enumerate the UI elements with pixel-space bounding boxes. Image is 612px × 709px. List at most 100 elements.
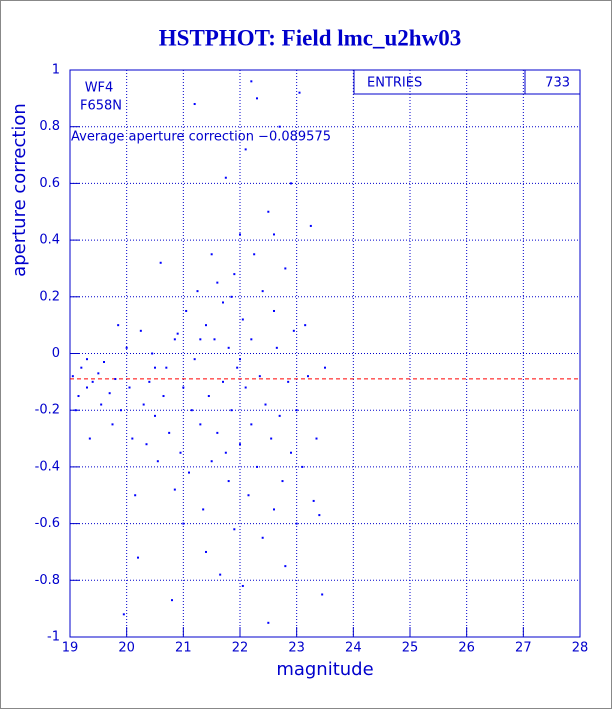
- point: [196, 290, 199, 293]
- point: [258, 375, 261, 378]
- x-tick-label: 20: [118, 641, 135, 656]
- point: [278, 414, 281, 417]
- point: [261, 290, 264, 293]
- point: [273, 508, 275, 511]
- x-tick-label: 23: [288, 641, 305, 656]
- point: [205, 324, 207, 327]
- point: [222, 301, 224, 304]
- point: [230, 295, 233, 298]
- point: [159, 261, 162, 264]
- point: [128, 386, 131, 389]
- point: [267, 210, 270, 213]
- point: [227, 346, 230, 349]
- point: [188, 471, 190, 474]
- point: [318, 514, 321, 517]
- point: [139, 329, 142, 332]
- x-tick-label: 26: [458, 641, 475, 656]
- point: [312, 499, 315, 502]
- point: [199, 423, 202, 426]
- point: [224, 451, 227, 454]
- y-tick-label: -0.2: [35, 403, 60, 418]
- x-tick-label: 22: [232, 641, 249, 656]
- stats-value: 733: [545, 76, 570, 91]
- point: [86, 386, 88, 389]
- filter-label: F658N: [80, 99, 122, 114]
- point: [315, 437, 318, 440]
- point: [193, 358, 196, 361]
- y-axis-label: aperture correction: [9, 103, 30, 277]
- point: [202, 508, 205, 511]
- point: [250, 423, 253, 426]
- point: [295, 409, 298, 412]
- point: [134, 494, 137, 497]
- x-axis-label: magnitude: [276, 659, 373, 680]
- point: [205, 550, 207, 553]
- point: [307, 375, 309, 378]
- point: [261, 536, 264, 539]
- point: [256, 465, 258, 468]
- point: [213, 338, 216, 341]
- x-tick-label: 28: [572, 641, 589, 656]
- y-tick-label: 0: [52, 346, 60, 361]
- point: [247, 494, 250, 497]
- point: [80, 366, 83, 369]
- point: [168, 431, 171, 434]
- point: [281, 480, 284, 483]
- point: [131, 437, 134, 440]
- y-tick-label: 0.4: [39, 233, 60, 248]
- y-tick-label: 0.2: [39, 289, 60, 304]
- point: [193, 103, 196, 106]
- point: [284, 267, 287, 270]
- point: [295, 522, 298, 525]
- point: [233, 528, 236, 531]
- point: [216, 431, 219, 434]
- point: [287, 380, 290, 383]
- point: [304, 324, 307, 327]
- point: [97, 372, 100, 375]
- point: [239, 358, 241, 361]
- point: [290, 451, 292, 454]
- y-tick-label: -0.4: [35, 459, 60, 474]
- point: [239, 443, 241, 446]
- point: [309, 224, 312, 227]
- point: [210, 460, 213, 463]
- point: [278, 125, 281, 128]
- point: [230, 409, 233, 412]
- x-tick-label: 24: [345, 641, 362, 656]
- point: [162, 395, 165, 398]
- point: [256, 97, 258, 100]
- point: [154, 414, 156, 417]
- point: [207, 395, 210, 398]
- point: [239, 233, 241, 236]
- point: [273, 309, 275, 312]
- point: [222, 380, 224, 383]
- point: [154, 366, 156, 369]
- point: [190, 409, 193, 412]
- point: [171, 599, 173, 602]
- point: [148, 380, 151, 383]
- point: [173, 338, 176, 341]
- point: [250, 80, 253, 83]
- point: [108, 392, 111, 395]
- point: [241, 318, 244, 321]
- point: [216, 281, 219, 284]
- point: [270, 437, 273, 440]
- point: [182, 386, 185, 389]
- point: [91, 380, 94, 383]
- point: [176, 332, 179, 335]
- point: [86, 358, 88, 361]
- point: [290, 182, 292, 185]
- point: [275, 346, 278, 349]
- point: [324, 366, 326, 369]
- point: [117, 324, 120, 327]
- point: [273, 233, 275, 236]
- point: [244, 148, 247, 151]
- point: [250, 338, 253, 341]
- y-tick-label: -0.8: [35, 573, 60, 588]
- y-tick-label: 0.8: [39, 119, 60, 134]
- point: [179, 451, 182, 454]
- point: [142, 403, 145, 406]
- stats-label: ENTRIES: [367, 76, 422, 91]
